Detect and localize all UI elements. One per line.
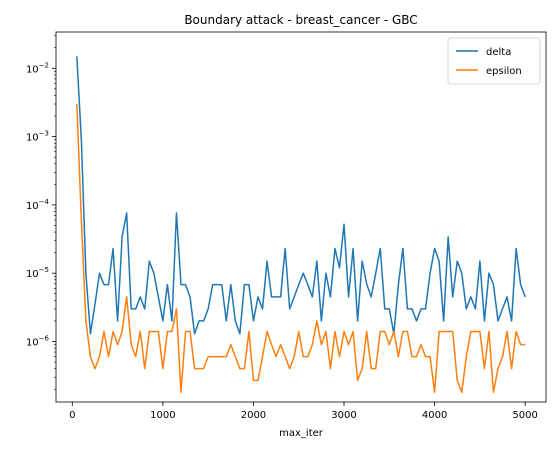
y-tick-label: 10−3 [26, 130, 49, 144]
x-tick-label: 4000 [422, 410, 447, 421]
legend: delta epsilon [447, 37, 541, 85]
series-line-epsilon [76, 103, 526, 394]
plot-frame [55, 31, 547, 403]
x-axis-label: max_iter [279, 428, 324, 439]
x-axis: 0 1000 2000 3000 4000 5000 [69, 402, 538, 421]
x-tick-label: 3000 [331, 410, 356, 421]
legend-label-epsilon: epsilon [486, 66, 522, 77]
x-tick-label: 5000 [512, 410, 537, 421]
y-tick-label: 10−4 [26, 198, 50, 212]
series-line-delta [76, 56, 526, 335]
y-tick-label: 10−5 [26, 266, 49, 280]
x-tick-label: 1000 [150, 410, 175, 421]
x-tick-label: 0 [69, 410, 75, 421]
legend-label-delta: delta [486, 47, 511, 58]
chart-title: Boundary attack - breast_cancer - GBC [184, 13, 417, 27]
x-tick-label: 2000 [241, 410, 266, 421]
y-tick-label: 10−6 [26, 334, 50, 348]
series-layer [76, 56, 526, 394]
legend-box [447, 37, 541, 85]
y-tick-label: 10−2 [26, 61, 49, 75]
